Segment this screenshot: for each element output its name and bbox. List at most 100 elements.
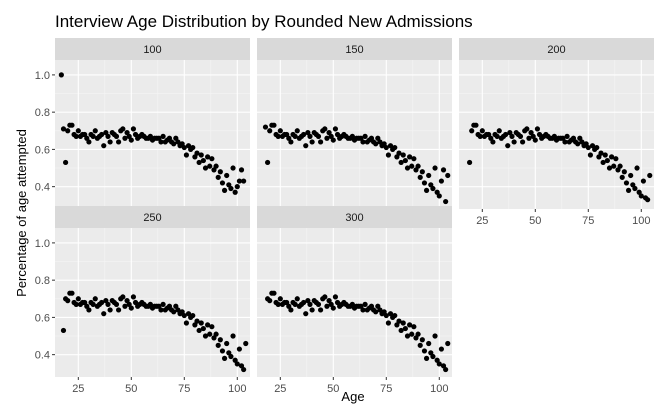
data-point <box>315 301 322 307</box>
data-point <box>602 152 608 158</box>
data-point <box>645 197 651 203</box>
data-point <box>73 301 79 307</box>
data-point <box>385 320 392 326</box>
x-tick-label: 100 <box>632 215 650 227</box>
data-point <box>113 301 120 307</box>
data-point <box>262 124 269 130</box>
data-point <box>404 333 411 339</box>
x-tick-label: 50 <box>327 383 339 395</box>
data-point <box>236 178 242 184</box>
x-axis-title: Age <box>341 389 364 404</box>
data-point <box>288 307 294 313</box>
data-point <box>396 318 402 324</box>
facet-panel-background <box>257 228 452 377</box>
data-point <box>234 184 240 190</box>
facet-panel-background <box>459 60 654 209</box>
data-point <box>234 361 240 367</box>
data-point <box>73 133 79 139</box>
data-point <box>322 294 328 300</box>
data-point <box>407 154 413 160</box>
data-point <box>396 150 402 156</box>
data-point <box>183 320 190 326</box>
data-point <box>430 185 436 192</box>
y-tick-label: 1.0 <box>35 70 50 82</box>
data-point <box>243 340 249 347</box>
data-point <box>509 133 515 139</box>
y-tick-label: 1.0 <box>35 238 50 250</box>
data-point <box>275 301 281 307</box>
data-point <box>65 128 71 134</box>
data-point <box>398 159 404 166</box>
data-point <box>107 139 113 145</box>
facet-200: 200 25 50 75 100 <box>459 38 654 227</box>
data-point <box>619 174 625 180</box>
data-point <box>213 163 219 169</box>
data-point <box>330 305 336 311</box>
data-point <box>415 163 421 169</box>
y-tick-label: 0.4 <box>35 350 50 362</box>
data-point <box>160 133 166 139</box>
data-point <box>417 174 423 180</box>
data-point <box>443 198 449 205</box>
facet-strip-label: 200 <box>547 44 565 56</box>
data-point <box>190 312 196 319</box>
data-point <box>200 157 206 164</box>
data-point <box>438 178 444 184</box>
data-point <box>647 172 653 179</box>
data-point <box>575 141 581 147</box>
data-point <box>209 156 215 162</box>
data-point <box>92 128 98 134</box>
data-point <box>496 128 502 134</box>
data-point <box>120 294 126 300</box>
data-point <box>101 143 107 149</box>
data-point <box>362 133 368 139</box>
data-point <box>213 331 219 337</box>
data-point <box>238 167 245 173</box>
x-tick-label: 100 <box>228 383 246 395</box>
data-point <box>160 301 166 307</box>
data-point <box>309 139 315 145</box>
data-point <box>409 331 415 337</box>
data-point <box>423 355 430 361</box>
data-point <box>196 327 202 334</box>
data-point <box>426 340 432 347</box>
data-point <box>122 135 128 141</box>
data-point <box>171 309 177 315</box>
data-point <box>534 126 541 132</box>
y-tick-label: 0.6 <box>35 312 50 324</box>
y-tick-label: 0.8 <box>35 107 50 119</box>
data-point <box>207 163 213 169</box>
facet-strip-label: 300 <box>345 212 363 224</box>
y-tick-label: 0.4 <box>35 182 50 194</box>
data-point <box>628 172 634 179</box>
data-point <box>585 144 591 151</box>
data-point <box>632 185 638 192</box>
data-point <box>101 311 107 317</box>
data-point <box>604 157 610 164</box>
facet-strip <box>257 206 452 228</box>
data-point <box>271 290 277 296</box>
data-point <box>438 346 444 352</box>
data-point <box>221 355 228 361</box>
facet-panel-background <box>55 228 250 377</box>
x-tick-label: 100 <box>430 383 448 395</box>
data-point <box>105 133 111 139</box>
data-point <box>526 135 532 141</box>
data-point <box>517 133 524 139</box>
x-tick-label: 50 <box>125 383 137 395</box>
data-point <box>426 172 432 179</box>
data-point <box>219 348 226 354</box>
data-point <box>511 139 517 145</box>
data-point <box>623 180 630 186</box>
data-point <box>309 307 315 313</box>
y-tick-label: 0.8 <box>35 275 50 287</box>
data-point <box>402 157 408 164</box>
data-point <box>241 366 247 373</box>
data-point <box>200 325 206 332</box>
data-point <box>115 307 122 313</box>
data-point <box>324 303 330 309</box>
data-point <box>479 128 485 134</box>
data-point <box>288 139 294 145</box>
data-point <box>373 141 379 147</box>
